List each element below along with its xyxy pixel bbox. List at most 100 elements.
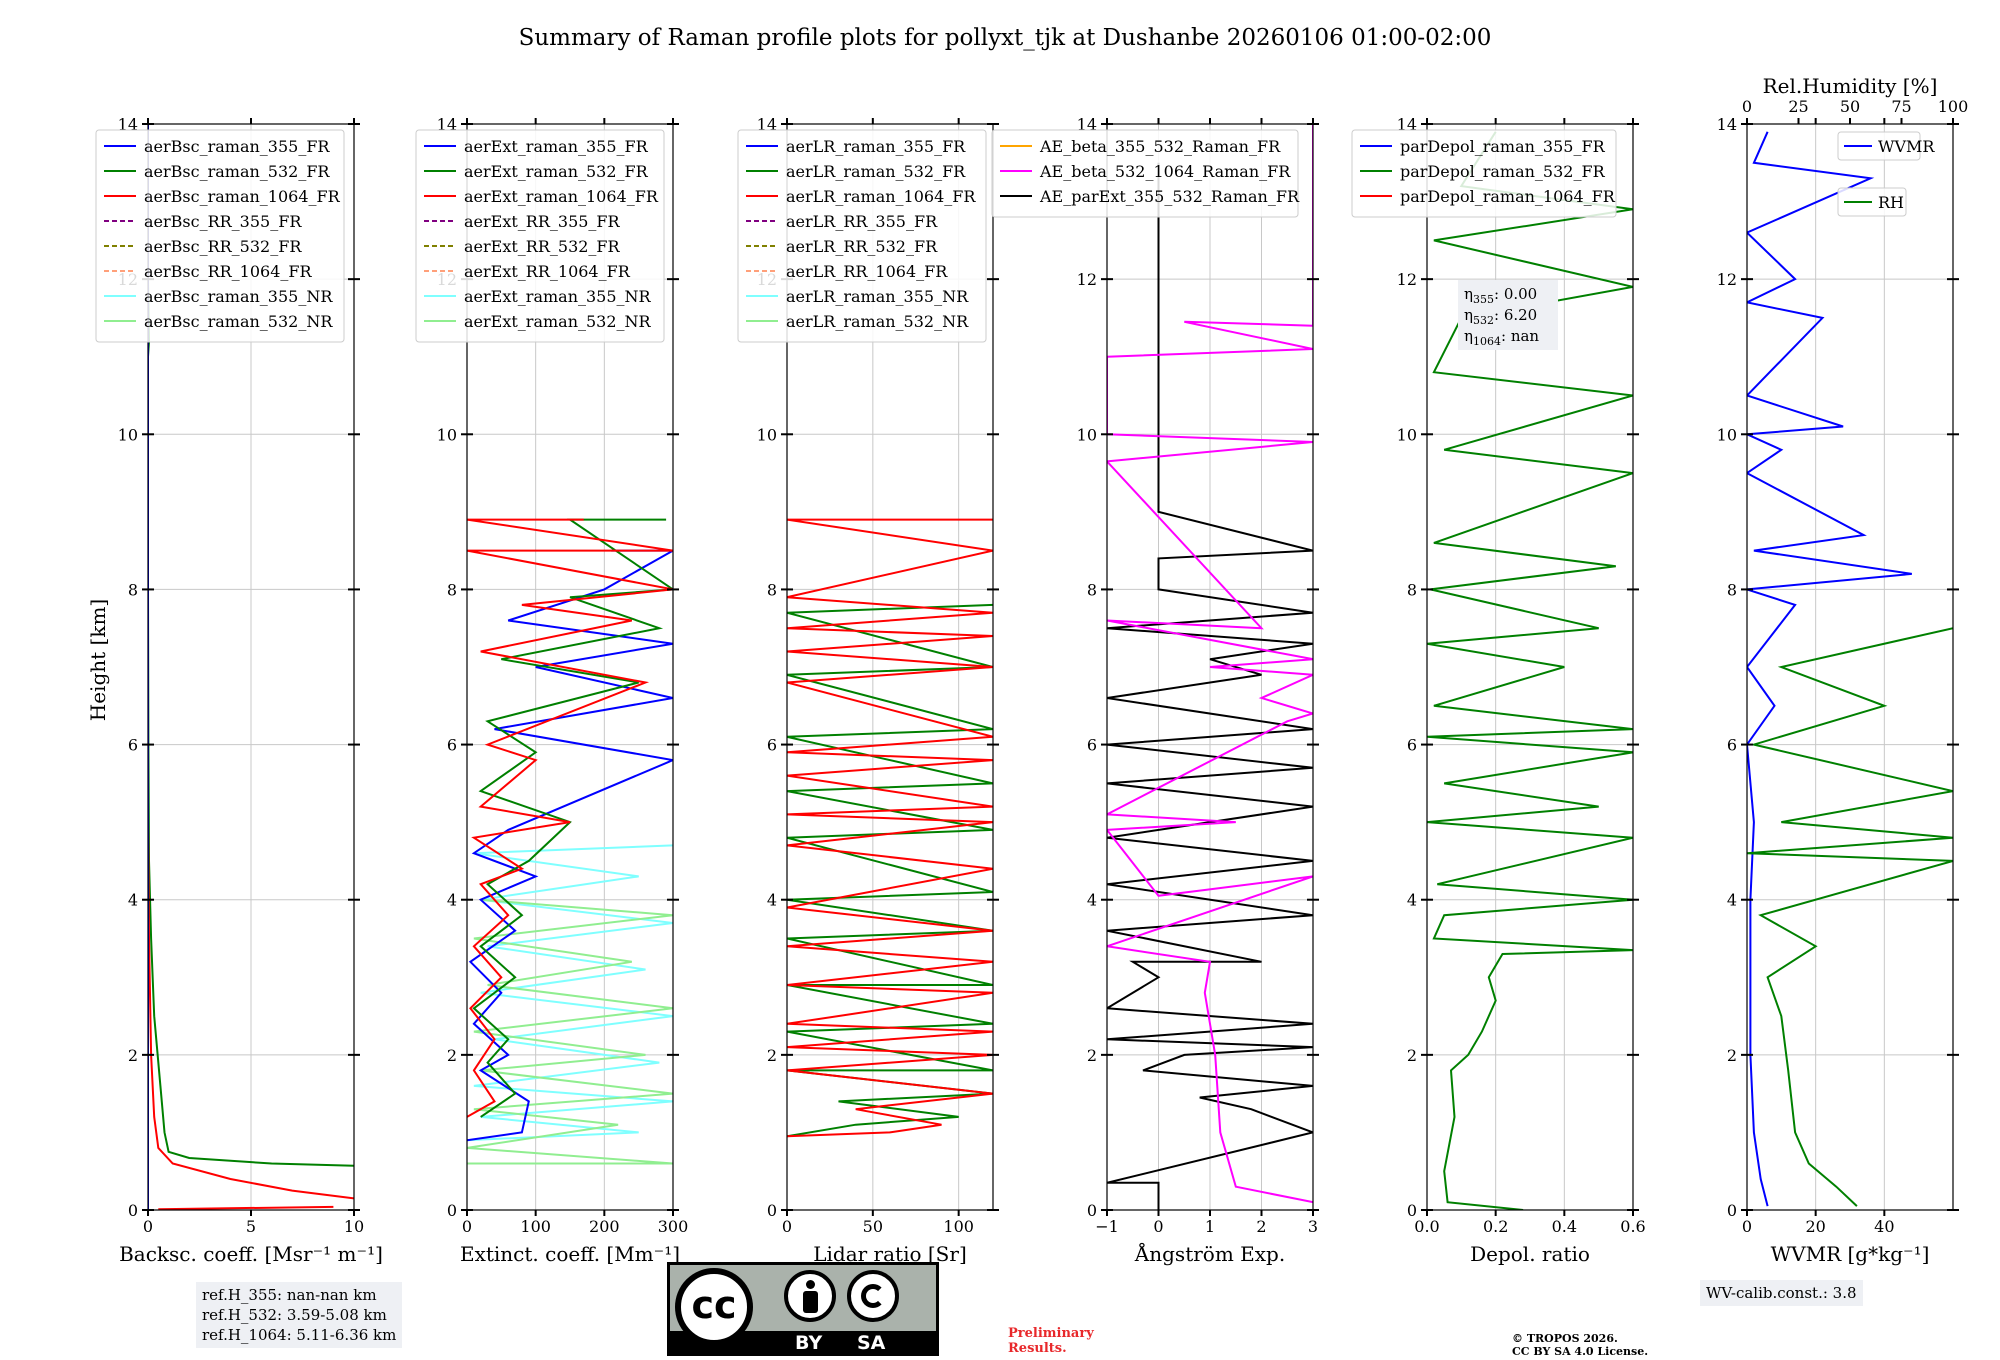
legend-label: AE_beta_532_1064_Raman_FR [1039, 162, 1291, 181]
legend-box: aerBsc_raman_355_FR aerBsc_raman_532_FRae… [95, 129, 345, 343]
legend-label: aerLR_raman_1064_FR [786, 187, 976, 206]
y-tick-label: 4 [128, 891, 138, 910]
x-tick-label: 0.0 [1414, 1217, 1439, 1236]
eta-value: : nan [1501, 327, 1539, 345]
axes-frame [466, 123, 674, 1211]
legend-frame [415, 129, 665, 343]
cc-logo-icon: cc [675, 1268, 753, 1346]
ref-height-1064: ref.H_1064: 5.11-6.36 km [202, 1326, 397, 1344]
y-tick-label: 14 [1397, 115, 1417, 134]
legend-label: aerExt_RR_532_FR [464, 237, 621, 256]
x-tick-label: 300 [658, 1217, 689, 1236]
legend-label: aerLR_raman_355_FR [786, 137, 966, 156]
y-tick-label: 8 [767, 580, 777, 599]
x-axis-label: Depol. ratio [1470, 1242, 1590, 1266]
y-tick-label: 10 [118, 425, 138, 444]
legend-label: parDepol_raman_355_FR [1400, 137, 1606, 156]
wv-calib-box: WV-calib.const.: 3.8 [1700, 1280, 1863, 1306]
legend-label: aerBsc_raman_1064_FR [144, 187, 341, 206]
y-tick-label: 6 [447, 736, 457, 755]
legend-label: aerLR_raman_532_FR [786, 162, 966, 181]
sa-share-icon [847, 1270, 899, 1322]
y-tick-label: 8 [1087, 580, 1097, 599]
y-tick-label: 4 [447, 891, 457, 910]
x-tick-label: 0.2 [1483, 1217, 1508, 1236]
x-tick-label: 1 [1205, 1217, 1215, 1236]
top-x-tick-label: 100 [1938, 97, 1969, 116]
ref-height-532: ref.H_532: 3.59-5.08 km [202, 1306, 387, 1324]
x-tick-label: 5 [246, 1217, 256, 1236]
series-line-aerExt_raman_355_NR [467, 844, 673, 1142]
y-tick-label: 2 [447, 1046, 457, 1065]
ref-height-355: ref.H_355: nan-nan km [202, 1286, 377, 1304]
eta-line: η532: 6.20 [1464, 306, 1537, 327]
x-tick-label: 100 [520, 1217, 551, 1236]
y-axis-label: Height [km] [86, 599, 110, 721]
legend-label: aerBsc_raman_355_NR [144, 287, 333, 306]
legend-frame [737, 129, 987, 343]
top-x-tick-label: 50 [1840, 97, 1860, 116]
x-tick-label: 0.6 [1620, 1217, 1645, 1236]
y-tick-label: 6 [1407, 736, 1417, 755]
legend-label: aerBsc_RR_1064_FR [144, 262, 313, 281]
legend-label: aerExt_raman_532_NR [464, 312, 652, 331]
x-axis-label: Ångström Exp. [1134, 1241, 1285, 1266]
x-tick-label: 50 [863, 1217, 883, 1236]
preliminary-line-1: Preliminary [1008, 1326, 1094, 1341]
x-tick-label: 0 [1153, 1217, 1163, 1236]
preliminary-note: Preliminary Results. [1008, 1326, 1094, 1356]
x-tick-label: 10 [344, 1217, 364, 1236]
x-tick-label: 40 [1874, 1217, 1894, 1236]
eta-symbol: η [1464, 285, 1473, 303]
legend-label: aerExt_raman_355_NR [464, 287, 652, 306]
copyright-line-1: © TROPOS 2026. [1512, 1332, 1618, 1345]
y-tick-label: 14 [757, 115, 777, 134]
sa-label: SA [857, 1332, 886, 1354]
y-tick-label: 4 [1407, 891, 1417, 910]
axes-frame [1426, 123, 1634, 1211]
series-line-aerExt_raman_532_NR [467, 898, 673, 1165]
legend-label: aerBsc_RR_355_FR [144, 212, 302, 231]
series-group [1747, 131, 1953, 1207]
legend-label: aerExt_raman_1064_FR [464, 187, 659, 206]
legend-label: aerBsc_raman_355_FR [144, 137, 330, 156]
eta-subscript: 355 [1473, 293, 1494, 306]
figure-title: Summary of Raman profile plots for polly… [519, 25, 1492, 51]
y-tick-label: 4 [1727, 891, 1737, 910]
y-tick-label: 0 [128, 1201, 138, 1220]
copyright-note: © TROPOS 2026. CC BY SA 4.0 License. [1512, 1332, 1648, 1358]
y-tick-label: 6 [1087, 736, 1097, 755]
y-tick-label: 14 [1717, 115, 1737, 134]
y-tick-label: 6 [767, 736, 777, 755]
y-tick-label: 8 [128, 580, 138, 599]
legend-label: RH [1878, 193, 1904, 212]
y-tick-label: 12 [1397, 270, 1417, 289]
legend-frame [1837, 131, 1921, 161]
top-x-tick-label: 75 [1891, 97, 1911, 116]
series-group [1107, 124, 1313, 1210]
copyright-line-2: CC BY SA 4.0 License. [1512, 1345, 1649, 1358]
series-line-aerExt_raman_355_FR [467, 549, 673, 1142]
y-tick-label: 0 [767, 1201, 777, 1220]
series-group [467, 518, 673, 1165]
legend-box: RH [1837, 187, 1907, 217]
eta-line: η1064: nan [1464, 327, 1539, 348]
legend-box: AE_beta_355_532_Raman_FR AE_beta_532_1064… [991, 129, 1300, 218]
y-tick-label: 14 [1077, 115, 1097, 134]
legend-box: aerExt_raman_355_FR aerExt_raman_532_FRae… [415, 129, 665, 343]
series-group [787, 518, 993, 1138]
panel-depol: 0 2 4 6 8 10 12 14 0.0 0.2 0.4 0.6 Depol. ratio parDe… [1351, 115, 1646, 1266]
series-line-aerExt_raman_1064_FR [467, 518, 673, 1118]
legend-label: aerBsc_RR_532_FR [144, 237, 302, 256]
eta-subscript: 1064 [1473, 335, 1501, 348]
series-line-RH [1747, 627, 1953, 1207]
ref-height-box: ref.H_355: nan-nan km ref.H_532: 3.59-5.… [196, 1282, 403, 1348]
x-tick-label: 20 [1805, 1217, 1825, 1236]
x-tick-label: −1 [1095, 1217, 1119, 1236]
legend-label: AE_parExt_355_532_Raman_FR [1039, 187, 1300, 206]
legend-label: aerExt_RR_355_FR [464, 212, 621, 231]
by-label: BY [795, 1332, 823, 1354]
